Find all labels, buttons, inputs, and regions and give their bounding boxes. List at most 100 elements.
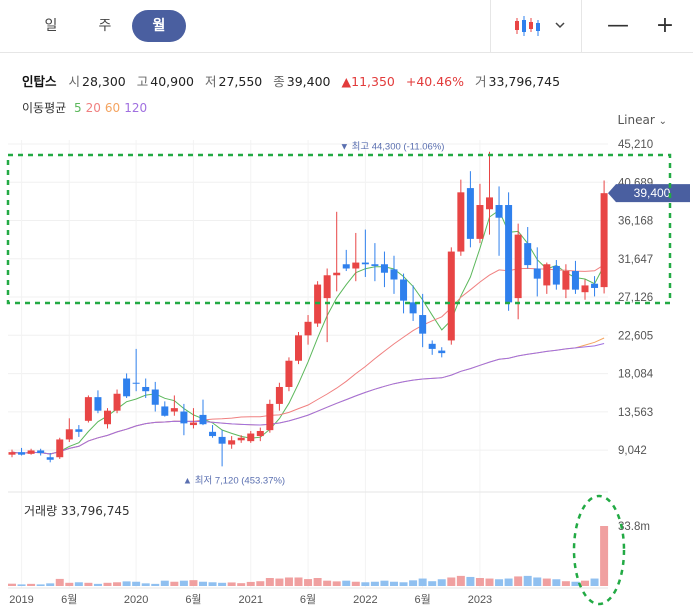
volume-bar bbox=[399, 582, 408, 586]
candle-body bbox=[285, 360, 293, 387]
volume-bar bbox=[8, 583, 16, 586]
volume-label: 거 bbox=[474, 74, 487, 89]
price-summary: 인탑스 시 28,300 고 40,900 저 27,550 종 39,400 ▲11,… bbox=[22, 71, 567, 90]
candle-body bbox=[419, 315, 427, 334]
volume-bar bbox=[113, 582, 122, 586]
candle-body bbox=[247, 433, 255, 442]
candle-body bbox=[533, 268, 541, 279]
ma-20[interactable]: 20 bbox=[85, 101, 101, 115]
candle-body bbox=[438, 350, 446, 354]
volume-bar bbox=[199, 581, 207, 586]
candle-body bbox=[84, 397, 92, 421]
candle-body bbox=[333, 272, 341, 276]
candle-body bbox=[295, 335, 302, 361]
low-marker-label: ▲ 최저 7,120 (453.37%) bbox=[183, 475, 285, 486]
volume-bar bbox=[103, 582, 112, 586]
time-axis-label: 6월 bbox=[415, 593, 431, 606]
scale-selector[interactable]: Linear ⌄ bbox=[617, 113, 667, 127]
volume-bar bbox=[284, 577, 293, 586]
price-axis-label: 36,168 bbox=[618, 216, 653, 228]
price-axis-label: 27,126 bbox=[618, 292, 653, 304]
tab-weekly[interactable]: 주 bbox=[98, 18, 112, 34]
candle-body bbox=[266, 403, 274, 431]
price-axis-label: 9,042 bbox=[618, 445, 647, 457]
price-axis-label: 45,210 bbox=[618, 139, 653, 151]
zoom-out-button[interactable]: — bbox=[607, 13, 629, 38]
volume-bar bbox=[447, 577, 456, 586]
time-axis-label: 6월 bbox=[185, 593, 201, 606]
candle-body bbox=[113, 393, 121, 411]
candle-body bbox=[142, 386, 150, 392]
candle-body bbox=[400, 279, 408, 301]
volume-bar bbox=[456, 575, 465, 586]
candle-body bbox=[447, 251, 455, 341]
ma-120[interactable]: 120 bbox=[124, 101, 148, 115]
low-value: 27,550 bbox=[218, 74, 263, 89]
high-marker-label: ▼ 최고 44,300 (-11.06%) bbox=[340, 142, 445, 153]
volume-bar bbox=[170, 581, 179, 586]
tab-monthly[interactable]: 월 bbox=[132, 10, 186, 42]
time-axis-label: 2021 bbox=[239, 594, 263, 606]
candle-body bbox=[37, 450, 45, 453]
up-triangle-icon: ▲ bbox=[341, 74, 352, 89]
price-axis-label: 13,563 bbox=[618, 407, 653, 419]
volume-bar bbox=[36, 584, 45, 586]
high-label: 고 bbox=[136, 74, 149, 89]
candle-body bbox=[94, 397, 102, 411]
candle-body bbox=[591, 283, 599, 288]
volume-bar bbox=[275, 578, 284, 586]
volume-bar bbox=[561, 581, 570, 586]
candle-body bbox=[65, 429, 73, 440]
time-axis-label: 2019 bbox=[9, 594, 33, 606]
price-axis-label: 22,605 bbox=[618, 330, 653, 342]
candle-body bbox=[123, 378, 131, 397]
volume-bar bbox=[246, 581, 255, 586]
volume-bar bbox=[151, 583, 160, 586]
tab-daily[interactable]: 일 bbox=[44, 18, 58, 34]
volume-bar bbox=[495, 579, 504, 586]
zoom-in-button[interactable]: + bbox=[655, 13, 675, 38]
chevron-down-icon bbox=[555, 22, 565, 29]
volume-bar bbox=[351, 581, 360, 586]
chart-type-selector[interactable] bbox=[500, 10, 570, 42]
candle-body bbox=[228, 440, 236, 445]
candle-body bbox=[170, 408, 178, 412]
candle-body bbox=[256, 430, 264, 437]
candle-body bbox=[27, 450, 35, 454]
candle-body bbox=[524, 243, 532, 266]
volume-bar bbox=[84, 582, 93, 586]
candle-body bbox=[75, 429, 83, 432]
candle-body bbox=[581, 285, 589, 293]
candle-body bbox=[275, 386, 283, 404]
candle-body bbox=[600, 193, 608, 288]
candle-body bbox=[161, 406, 169, 416]
open-label: 시 bbox=[68, 74, 81, 89]
candle-body bbox=[199, 414, 207, 425]
candle-body bbox=[209, 431, 217, 437]
volume-bar bbox=[370, 581, 379, 586]
volume-bar bbox=[65, 582, 74, 586]
candle-body bbox=[46, 457, 54, 460]
highlight-box bbox=[6, 153, 672, 305]
volume-bar bbox=[466, 576, 475, 586]
candle-body bbox=[409, 302, 417, 314]
change-value: 11,350 bbox=[351, 74, 395, 89]
candlestick-icon bbox=[515, 16, 565, 36]
candle-body bbox=[218, 436, 226, 444]
candle-body bbox=[505, 205, 513, 303]
time-axis-label: 6월 bbox=[300, 593, 316, 606]
candle-body bbox=[132, 382, 140, 384]
volume-bar bbox=[332, 581, 341, 586]
candle-body bbox=[466, 188, 474, 239]
volume-bar bbox=[380, 580, 389, 586]
ma-5[interactable]: 5 bbox=[74, 101, 82, 115]
volume-bar bbox=[189, 580, 198, 586]
top-toolbar: 일 주 월 — + bbox=[0, 0, 693, 53]
ma-60[interactable]: 60 bbox=[104, 101, 121, 115]
volume-bar bbox=[418, 578, 427, 586]
volume-title: 거래량 33,796,745 bbox=[24, 504, 130, 518]
candle-body bbox=[495, 205, 503, 218]
volume-bar bbox=[514, 576, 523, 586]
time-axis-label: 2023 bbox=[468, 594, 492, 606]
